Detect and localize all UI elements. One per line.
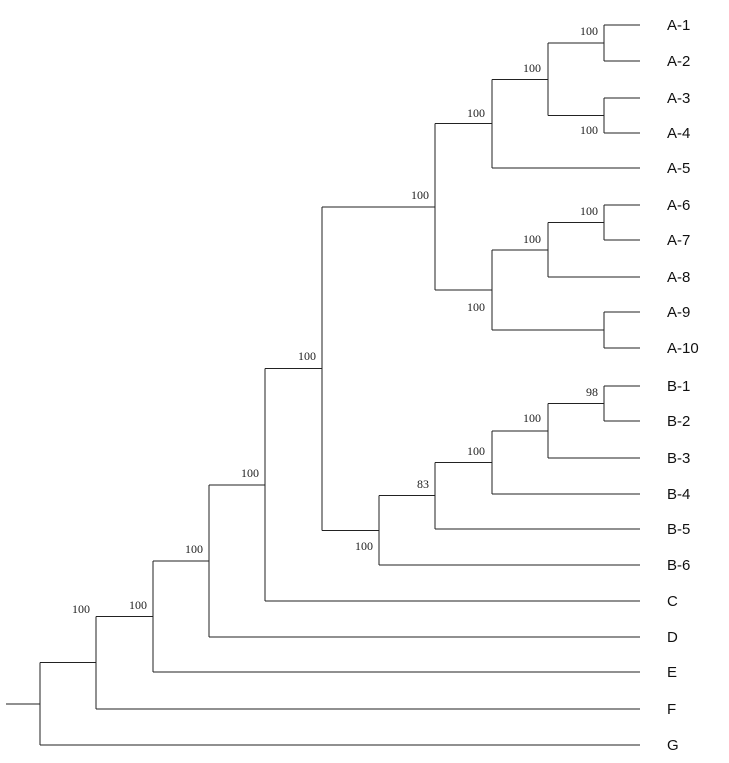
- tree-branches: [6, 24, 640, 746]
- support-value-abcde-f: 100: [72, 602, 90, 616]
- leaf-label-a-5: A-5: [667, 160, 690, 177]
- leaf-label-a-9: A-9: [667, 304, 690, 321]
- support-value-b-clade: 100: [355, 539, 373, 553]
- support-value-a1-a4: 100: [523, 61, 541, 75]
- leaf-label-f: F: [667, 701, 676, 718]
- leaf-label-c: C: [667, 593, 678, 610]
- leaf-label-e: E: [667, 664, 677, 681]
- leaf-label-d: D: [667, 629, 678, 646]
- leaf-label-a-3: A-3: [667, 90, 690, 107]
- support-value-abc-d: 100: [185, 542, 203, 556]
- leaf-label-a-10: A-10: [667, 340, 699, 357]
- support-value-a6-a7: 100: [580, 204, 598, 218]
- support-value-abcd-e: 100: [129, 598, 147, 612]
- leaf-label-b-5: B-5: [667, 521, 690, 538]
- leaf-label-a-1: A-1: [667, 17, 690, 34]
- leaf-label-b-6: B-6: [667, 557, 690, 574]
- leaf-label-b-1: B-1: [667, 378, 690, 395]
- support-value-a-clade: 100: [411, 188, 429, 202]
- leaf-labels: A-1 A-2 A-3 A-4 A-5 A-6 A-7 A-8 A-9 A-10 B-1 B-2 B-3…: [667, 17, 699, 754]
- support-value-b1-b3: 100: [523, 411, 541, 425]
- leaf-label-a-7: A-7: [667, 232, 690, 249]
- leaf-label-b-4: B-4: [667, 486, 690, 503]
- support-value-a-b: 100: [298, 349, 316, 363]
- leaf-label-g: G: [667, 737, 679, 754]
- leaf-label-a-8: A-8: [667, 269, 690, 286]
- support-value-b1-b5: 83: [417, 477, 429, 491]
- support-value-a6-a8: 100: [523, 232, 541, 246]
- leaf-label-b-2: B-2: [667, 413, 690, 430]
- leaf-label-b-3: B-3: [667, 450, 690, 467]
- support-value-b1-b4: 100: [467, 444, 485, 458]
- support-value-ab-c: 100: [241, 466, 259, 480]
- support-value-a3-a4: 100: [580, 123, 598, 137]
- leaf-label-a-6: A-6: [667, 197, 690, 214]
- support-values: 100 100 100 100 100 100 100 100 98 100 100 83 100 100…: [72, 24, 598, 616]
- leaf-label-a-4: A-4: [667, 125, 690, 142]
- support-value-a1-a2: 100: [580, 24, 598, 38]
- leaf-label-a-2: A-2: [667, 53, 690, 70]
- support-value-a6-a10: 100: [467, 300, 485, 314]
- support-value-b1-b2: 98: [586, 385, 598, 399]
- support-value-a1-a5: 100: [467, 106, 485, 120]
